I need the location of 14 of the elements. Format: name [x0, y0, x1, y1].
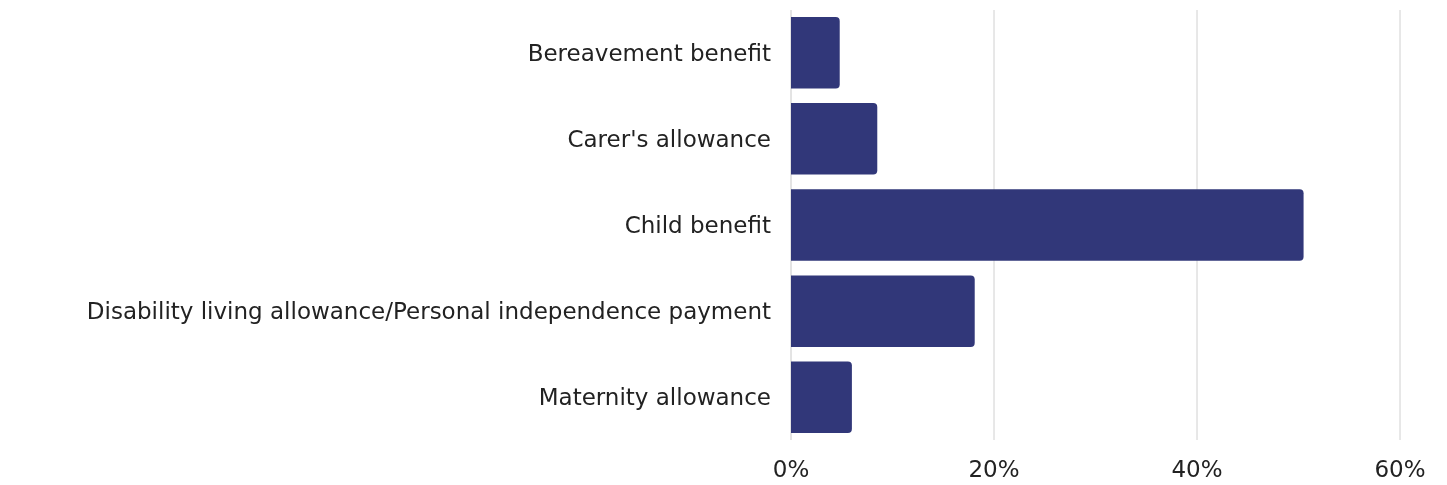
- bar: [791, 16, 840, 89]
- bar: [791, 189, 1304, 261]
- x-tick-label: 60%: [1374, 456, 1426, 482]
- y-tick-label: Carer's allowance: [567, 125, 771, 152]
- bar: [791, 275, 975, 347]
- y-tick-label: Child benefit: [624, 212, 771, 239]
- y-tick-label: Disability living allowance/Personal independence payment: [86, 298, 771, 325]
- y-tick-label: Maternity allowance: [538, 384, 771, 411]
- y-tick-label: Bereavement benefit: [527, 39, 771, 66]
- bar: [791, 103, 878, 175]
- x-tick-label: 40%: [1171, 456, 1223, 482]
- bar: [791, 361, 852, 434]
- x-tick-label: 20%: [968, 456, 1020, 482]
- x-tick-label: 0%: [772, 456, 810, 482]
